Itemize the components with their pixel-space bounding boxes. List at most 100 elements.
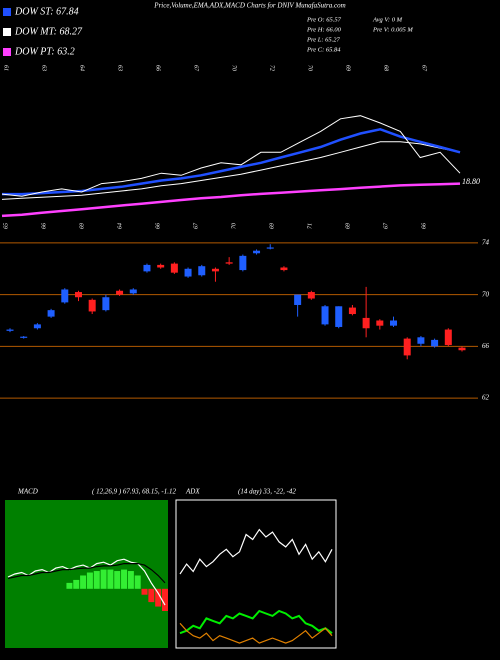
y-tick-label: 66 xyxy=(482,342,490,350)
histogram-bar xyxy=(127,571,134,589)
histogram-bar xyxy=(73,579,80,589)
info-text: Pre H: 66.00 xyxy=(306,26,342,33)
legend-swatch xyxy=(3,8,11,16)
histogram-bar xyxy=(93,571,100,589)
legend-swatch xyxy=(3,28,11,36)
legend-swatch xyxy=(3,48,11,56)
top-label: 63 xyxy=(41,65,47,71)
histogram-bar xyxy=(86,572,93,589)
histogram-bar xyxy=(107,569,114,589)
top-label: 61 xyxy=(3,65,9,71)
candle-body xyxy=(61,289,69,303)
candle-body xyxy=(143,264,151,272)
adx-line xyxy=(179,609,333,635)
top-label: 64 xyxy=(79,65,86,71)
candle-body xyxy=(198,266,206,276)
top-label: 66 xyxy=(155,65,161,71)
candle-body xyxy=(6,329,14,331)
candle-body xyxy=(184,268,192,277)
ema-line xyxy=(1,141,461,200)
legend-label: DOW PT: 63.2 xyxy=(14,46,75,57)
candle-body xyxy=(47,310,55,317)
candle-body xyxy=(417,337,425,344)
top-label: 70 xyxy=(231,65,237,71)
candle-body xyxy=(294,294,302,305)
candle-body xyxy=(444,329,452,346)
candle-body xyxy=(20,336,28,338)
candle-body xyxy=(74,292,82,298)
top-label: 70 xyxy=(307,65,313,71)
top-label: 68 xyxy=(383,65,389,71)
candle-body xyxy=(211,268,219,272)
legend-label: DOW ST: 67.84 xyxy=(14,6,79,17)
candle-body xyxy=(376,320,384,326)
bottom-label: 66 xyxy=(155,223,161,229)
panel-subtitle: ( 12,26,9 ) 67.93, 68.15, -1.12 xyxy=(92,488,176,496)
candle-body xyxy=(225,262,233,264)
adx-line xyxy=(179,528,333,575)
candle-body xyxy=(307,292,315,299)
histogram-bar xyxy=(162,588,168,611)
macd-line xyxy=(7,558,166,606)
candle-body xyxy=(239,255,247,271)
top-label: 69 xyxy=(345,65,351,71)
candle-body xyxy=(403,338,411,356)
histogram-bar xyxy=(66,582,73,589)
top-label: 63 xyxy=(117,65,123,71)
bottom-label: 67 xyxy=(193,222,199,229)
candle-body xyxy=(253,250,261,254)
bottom-label: 69 xyxy=(79,223,85,229)
candle-body xyxy=(170,263,178,273)
histogram-bar xyxy=(114,571,121,589)
candle-body xyxy=(431,339,439,347)
bottom-label: 66 xyxy=(421,223,427,229)
macd-line xyxy=(7,563,166,584)
ema-line xyxy=(1,182,461,218)
info-text: Pre O: 65.57 xyxy=(306,16,342,23)
price-line xyxy=(1,115,461,197)
histogram-bar xyxy=(141,588,148,595)
candle-body xyxy=(33,324,41,329)
candle-body xyxy=(157,264,165,268)
candle-body xyxy=(116,290,124,295)
bottom-label: 71 xyxy=(307,223,313,229)
histogram-bar xyxy=(100,569,107,589)
candle-body xyxy=(129,289,137,294)
panel-title: MACD xyxy=(17,488,38,496)
annotation: 18.80 xyxy=(462,177,480,186)
y-tick-label: 74 xyxy=(482,239,490,247)
panel-background xyxy=(5,500,168,648)
y-tick-label: 62 xyxy=(482,394,490,402)
bottom-label: 69 xyxy=(269,223,275,229)
histogram-bar xyxy=(121,569,128,589)
info-text: Pre C: 65.84 xyxy=(306,46,341,53)
histogram-bar xyxy=(134,575,141,589)
top-label: 72 xyxy=(269,65,275,71)
y-tick-label: 70 xyxy=(482,290,490,298)
bottom-label: 67 xyxy=(383,222,389,229)
panel-title: ADX xyxy=(185,488,200,496)
top-label: 67 xyxy=(193,65,199,72)
candle-body xyxy=(266,247,274,249)
bottom-label: 65 xyxy=(3,223,9,229)
bottom-label: 70 xyxy=(231,223,237,229)
candle-body xyxy=(88,299,96,312)
histogram-bar xyxy=(155,588,162,607)
top-label: 67 xyxy=(421,65,427,72)
candle-body xyxy=(362,317,370,329)
legend-label: DOW MT: 68.27 xyxy=(14,26,83,37)
candle-body xyxy=(102,297,110,311)
adx-line xyxy=(179,622,333,644)
candle-body xyxy=(280,267,288,271)
candle-body xyxy=(335,306,343,327)
info-text: Pre V: 0.005 M xyxy=(372,26,413,33)
chart-title: Price,Volume,EMA,ADX,MACD Charts for DNI… xyxy=(153,2,345,10)
info-text: Pre L: 65.27 xyxy=(306,36,341,43)
candle-body xyxy=(348,307,356,315)
candle-body xyxy=(321,306,329,325)
candle-body xyxy=(390,320,398,326)
panel-subtitle: (14 day) 33, -22, -42 xyxy=(238,488,296,496)
candle-body xyxy=(458,347,466,351)
histogram-bar xyxy=(148,588,155,603)
